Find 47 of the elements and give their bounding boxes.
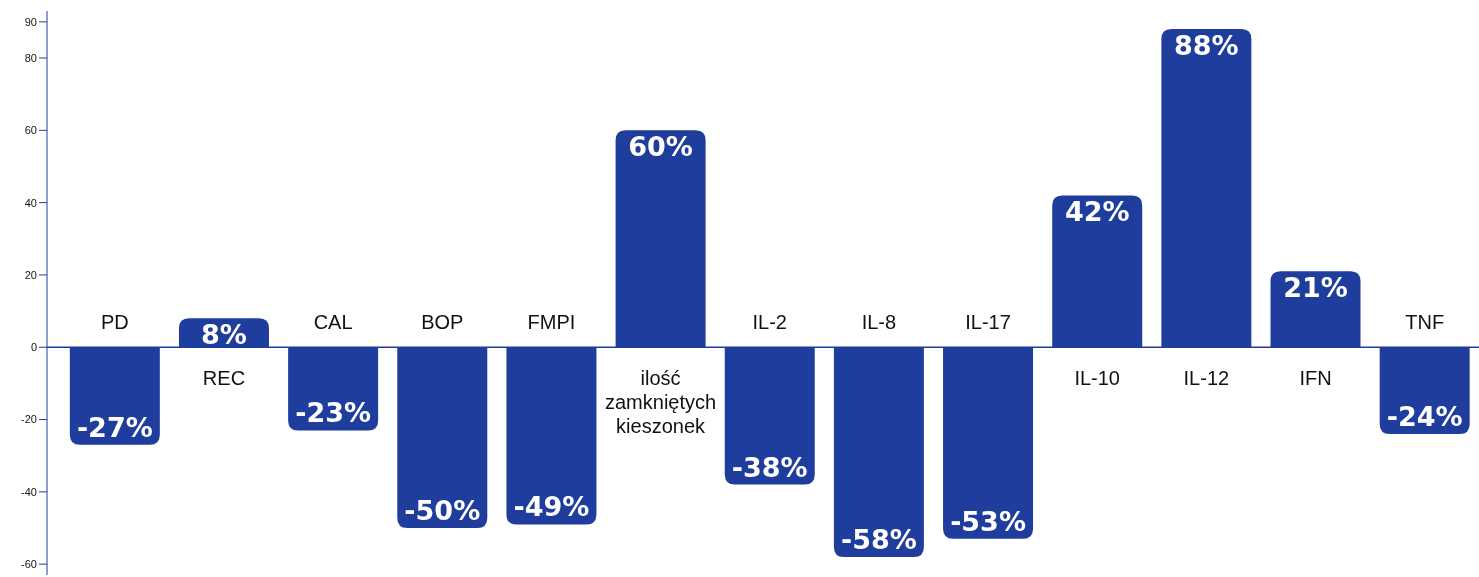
bar (1379, 347, 1470, 434)
y-tick-label: 20 (24, 268, 37, 281)
y-tick-label: 60 (24, 124, 37, 137)
bar (397, 347, 488, 528)
bar (1161, 29, 1252, 348)
data-label: -49% (513, 491, 590, 523)
data-label: 42% (1064, 196, 1130, 228)
x-tick-label: FMPI (527, 311, 576, 334)
x-tick-label: PD (100, 311, 129, 334)
bar (943, 347, 1034, 539)
bar (506, 347, 597, 525)
data-label: -24% (1386, 401, 1463, 432)
x-tick-label: REC (202, 367, 246, 390)
y-tick-label: 90 (24, 15, 37, 28)
x-tick-label: IFN (1299, 367, 1332, 390)
y-tick-label: 40 (24, 196, 37, 209)
x-tick-label: IL-10 (1074, 367, 1121, 390)
bar (1270, 271, 1361, 348)
data-label: -38% (731, 451, 808, 483)
data-label: -50% (404, 495, 481, 526)
x-tick-label: ilość zamkniętych kieszonek (605, 367, 717, 438)
y-tick-label: -60 (21, 558, 37, 571)
y-tick-label: -40 (21, 485, 37, 498)
bar (288, 347, 379, 431)
data-label: 88% (1174, 30, 1239, 62)
x-tick-label: BOP (421, 311, 464, 334)
y-tick-label: -20 (21, 413, 37, 426)
data-label: 8% (201, 319, 247, 351)
x-tick-label: IL-17 (965, 311, 1011, 334)
bar (833, 347, 924, 557)
x-tick-label: CAL (313, 311, 353, 334)
bar (69, 347, 160, 445)
data-label: 21% (1283, 272, 1348, 304)
data-label: -27% (76, 411, 153, 443)
data-label: -58% (840, 523, 917, 555)
x-tick-label: IL-2 (752, 311, 787, 334)
bar (1052, 195, 1143, 348)
x-tick-label: TNF (1405, 311, 1445, 334)
data-label: 60% (628, 131, 693, 163)
x-tick-label: IL-8 (861, 311, 897, 334)
data-label: -23% (295, 397, 372, 429)
y-tick-label: 0 (30, 341, 37, 354)
data-label: -53% (950, 505, 1026, 537)
bar (724, 347, 815, 485)
bar (615, 130, 706, 348)
y-tick-label: 80 (24, 51, 37, 64)
x-tick-label: IL-12 (1183, 367, 1230, 390)
